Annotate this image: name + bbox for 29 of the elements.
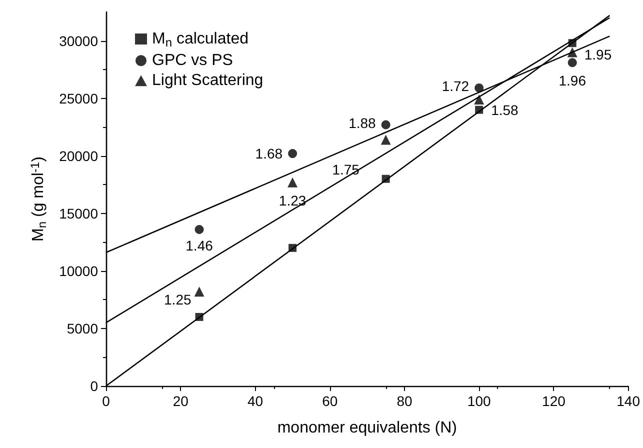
x-tick-label: 120 — [542, 393, 566, 409]
annotation: 1.23 — [278, 192, 306, 208]
x-tick-label: 60 — [322, 393, 338, 409]
annotation: 1.68 — [255, 146, 283, 162]
legend-label: GPC vs PS — [152, 52, 233, 70]
x-tick-label: 40 — [247, 393, 264, 409]
annotation: 1.75 — [332, 162, 360, 178]
y-tick-label: 0 — [90, 378, 98, 394]
y-tick-label: 10000 — [59, 262, 98, 279]
x-axis-title: monomer equivalents (N) — [277, 420, 457, 436]
y-tick-label: 20000 — [59, 148, 98, 164]
x-tick-label: 20 — [172, 393, 189, 409]
annotation: 1.96 — [558, 72, 586, 89]
annotation: 1.58 — [491, 102, 519, 118]
y-tick-label: 30000 — [59, 32, 98, 49]
annotation: 1.95 — [584, 46, 612, 62]
y-tick-label: 15000 — [59, 205, 98, 222]
legend-label: Light Scattering — [152, 72, 264, 90]
x-tick-label: 80 — [396, 393, 412, 409]
x-tick-label: 140 — [616, 393, 640, 409]
annotation: 1.25 — [164, 292, 192, 308]
x-tick-label: 100 — [467, 393, 491, 409]
annotation: 1.88 — [348, 114, 376, 131]
x-tick-label: 0 — [102, 393, 110, 409]
y-tick-label: 25000 — [59, 90, 98, 106]
y-axis-title: Mn (g mol-1) — [28, 156, 50, 242]
y-tick-label: 5000 — [66, 320, 98, 336]
annotation: 1.46 — [186, 237, 214, 254]
annotation: 1.72 — [442, 78, 470, 94]
